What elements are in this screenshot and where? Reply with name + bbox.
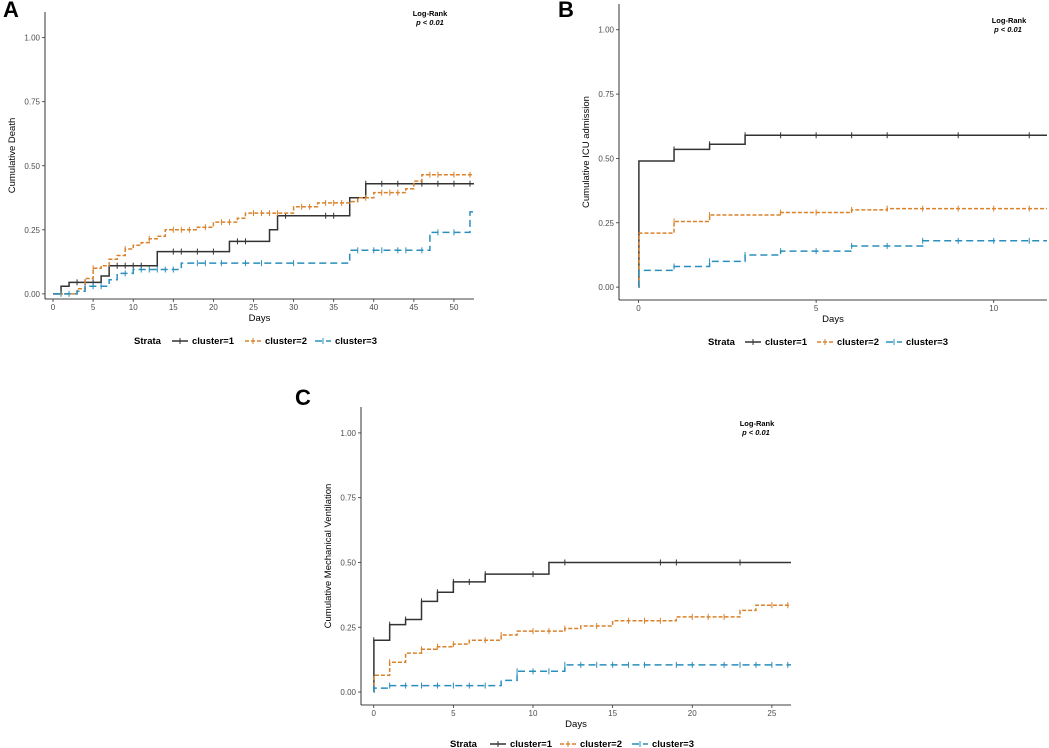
x-axis-title: Days <box>249 313 271 324</box>
y-tick-label: 0.25 <box>24 226 40 235</box>
legend-label-cluster-1: cluster=1 <box>192 336 235 347</box>
x-axis-title: Days <box>565 719 587 730</box>
y-tick-label: 1.00 <box>24 34 40 43</box>
legend-label-cluster-1: cluster=1 <box>510 739 553 748</box>
y-tick-label: 1.00 <box>340 429 356 438</box>
y-tick-label: 0.75 <box>340 494 356 503</box>
y-tick-label: 0.25 <box>598 219 614 228</box>
x-tick-label: 0 <box>636 304 641 313</box>
x-tick-label: 5 <box>451 709 456 718</box>
x-tick-label: 10 <box>129 303 138 312</box>
km-curve-cluster-3 <box>373 664 791 693</box>
legend-label-cluster-2: cluster=2 <box>265 336 307 347</box>
x-tick-label: 10 <box>529 709 538 718</box>
legend-label-cluster-3: cluster=3 <box>652 739 694 748</box>
x-tick-label: 40 <box>369 303 378 312</box>
x-axis-title: Days <box>822 314 844 325</box>
x-tick-label: 45 <box>409 303 418 312</box>
y-tick-label: 0.50 <box>598 154 614 163</box>
log-rank-label-b: Log-Rank <box>992 16 1027 25</box>
x-tick-label: 30 <box>289 303 298 312</box>
km-curve-cluster-2 <box>53 173 474 295</box>
km-curve-cluster-2 <box>638 207 1047 288</box>
km-curve-cluster-1 <box>638 134 1047 288</box>
legend-label-cluster-3: cluster=3 <box>335 336 377 347</box>
x-tick-label: 25 <box>249 303 258 312</box>
panel-c: C Log-Rank p < 0.01 0.00 0.25 0.50 0.75 1.00… <box>295 385 791 748</box>
y-tick-label: 0.75 <box>598 90 614 99</box>
y-tick-label: 0.50 <box>340 558 356 567</box>
p-value-label-b: p < 0.01 <box>993 25 1022 34</box>
x-tick-label: 20 <box>209 303 218 312</box>
x-tick-label: 10 <box>989 304 998 313</box>
x-tick-label: 35 <box>329 303 338 312</box>
y-axis-title: Cumulative Mechanical Ventilation <box>323 484 334 629</box>
panel-a: A Log-Rank p < 0.01 0.00 0.25 0.50 0.75 1.00… <box>3 0 474 347</box>
legend-title: Strata <box>450 739 478 748</box>
panel-letter-a: A <box>3 0 19 22</box>
km-curve-cluster-3 <box>638 240 1047 288</box>
km-curve-cluster-1 <box>53 182 474 295</box>
log-rank-label-c: Log-Rank <box>740 419 775 428</box>
y-axis-title: Cumulative ICU admission <box>581 96 592 208</box>
panel-b: B Log-Rank p < 0.01 0.00 0.25 0.50 0.75 1.00… <box>558 0 1047 348</box>
legend-label-cluster-1: cluster=1 <box>765 337 808 348</box>
x-tick-label: 15 <box>169 303 178 312</box>
km-curve-cluster-1 <box>373 561 791 693</box>
y-tick-label: 0.00 <box>24 290 40 299</box>
p-value-label-c: p < 0.01 <box>741 428 770 437</box>
legend-title: Strata <box>134 336 162 347</box>
x-tick-label: 20 <box>688 709 697 718</box>
log-rank-label-a: Log-Rank <box>413 9 448 18</box>
y-axis-title: Cumulative Death <box>7 118 18 194</box>
legend-label-cluster-3: cluster=3 <box>906 337 948 348</box>
legend-label-cluster-2: cluster=2 <box>837 337 879 348</box>
x-tick-label: 0 <box>372 709 377 718</box>
legend-title: Strata <box>708 337 736 348</box>
p-value-label-a: p < 0.01 <box>415 18 444 27</box>
y-tick-label: 0.00 <box>340 688 356 697</box>
x-tick-label: 50 <box>450 303 459 312</box>
x-tick-label: 0 <box>51 303 56 312</box>
legend-label-cluster-2: cluster=2 <box>580 739 622 748</box>
panel-letter-b: B <box>558 0 574 22</box>
y-tick-label: 1.00 <box>598 26 614 35</box>
y-tick-label: 0.50 <box>24 162 40 171</box>
x-tick-label: 5 <box>814 304 819 313</box>
x-tick-label: 5 <box>91 303 96 312</box>
y-tick-label: 0.75 <box>24 98 40 107</box>
km-curve-cluster-3 <box>53 211 474 295</box>
x-tick-label: 15 <box>608 709 617 718</box>
x-tick-label: 25 <box>767 709 776 718</box>
y-tick-label: 0.00 <box>598 283 614 292</box>
panel-letter-c: C <box>295 385 311 410</box>
y-tick-label: 0.25 <box>340 623 356 632</box>
km-curve-cluster-2 <box>373 604 791 693</box>
